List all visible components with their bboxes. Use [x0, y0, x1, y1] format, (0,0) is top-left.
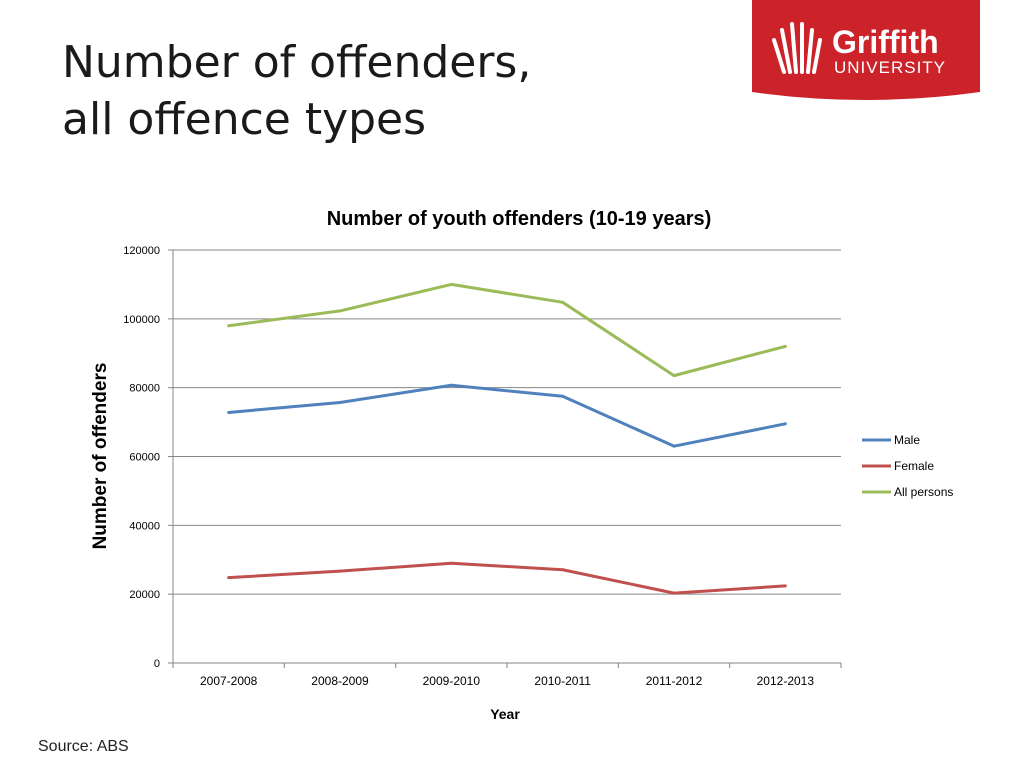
x-tick-label: 2012-2013 [757, 674, 815, 688]
source-note: Source: ABS [38, 738, 129, 755]
data-point-all-persons [227, 324, 231, 328]
logo-subtitle: UNIVERSITY [834, 58, 946, 77]
series-line-all-persons [228, 282, 786, 378]
x-tick-label: 2007-2008 [200, 674, 258, 688]
data-point-male [227, 410, 231, 414]
data-point-male [338, 400, 342, 404]
data-point-male [449, 383, 453, 387]
logo-emblem-icon [772, 22, 822, 74]
x-axis-label: Year [490, 706, 520, 722]
data-point-all-persons [783, 344, 787, 348]
y-tick-label: 20000 [129, 589, 160, 601]
data-point-all-persons [338, 309, 342, 313]
legend-label-female: Female [894, 459, 934, 473]
y-tick-label: 120000 [123, 245, 160, 257]
series-lines [227, 282, 787, 595]
data-point-all-persons [672, 374, 676, 378]
data-point-female [449, 561, 453, 565]
legend-label-all-persons: All persons [894, 485, 953, 499]
y-tick-label: 100000 [123, 314, 160, 326]
slide-title-line-2: all offence types [62, 94, 427, 145]
x-tick-label: 2009-2010 [423, 674, 481, 688]
y-tick-label: 40000 [129, 520, 160, 532]
slide-title: Number of offenders, all offence types [62, 34, 702, 148]
y-axis-label: Number of offenders [90, 363, 111, 550]
x-tick-label: 2008-2009 [311, 674, 369, 688]
series-line-male [228, 383, 786, 448]
y-tick-label: 0 [154, 658, 160, 670]
data-point-female [783, 584, 787, 588]
x-tick-label: 2010-2011 [534, 674, 591, 688]
griffith-university-logo: Griffith UNIVERSITY [752, 0, 980, 100]
data-point-male [561, 394, 565, 398]
data-point-male [783, 422, 787, 426]
legend-label-male: Male [894, 433, 920, 447]
data-point-female [227, 576, 231, 580]
axes: 0 20000 40000 60000 80000 100000 120000 2007-20… [123, 245, 842, 688]
y-tick-label: 80000 [129, 383, 160, 395]
chart-title: Number of youth offenders (10-19 years) [327, 208, 712, 230]
data-point-male [672, 444, 676, 448]
y-tick-label: 60000 [129, 452, 160, 464]
slide-title-line-1: Number of offenders, [62, 37, 532, 88]
data-point-female [338, 569, 342, 573]
data-point-all-persons [449, 282, 453, 286]
data-point-female [672, 591, 676, 595]
data-point-all-persons [561, 300, 565, 304]
series-line-female [228, 561, 786, 595]
gridlines [173, 249, 841, 595]
data-point-female [561, 568, 565, 572]
logo-name: Griffith [832, 24, 939, 60]
legend: Male Female All persons [862, 433, 953, 499]
x-tick-label: 2011-2012 [646, 674, 703, 688]
